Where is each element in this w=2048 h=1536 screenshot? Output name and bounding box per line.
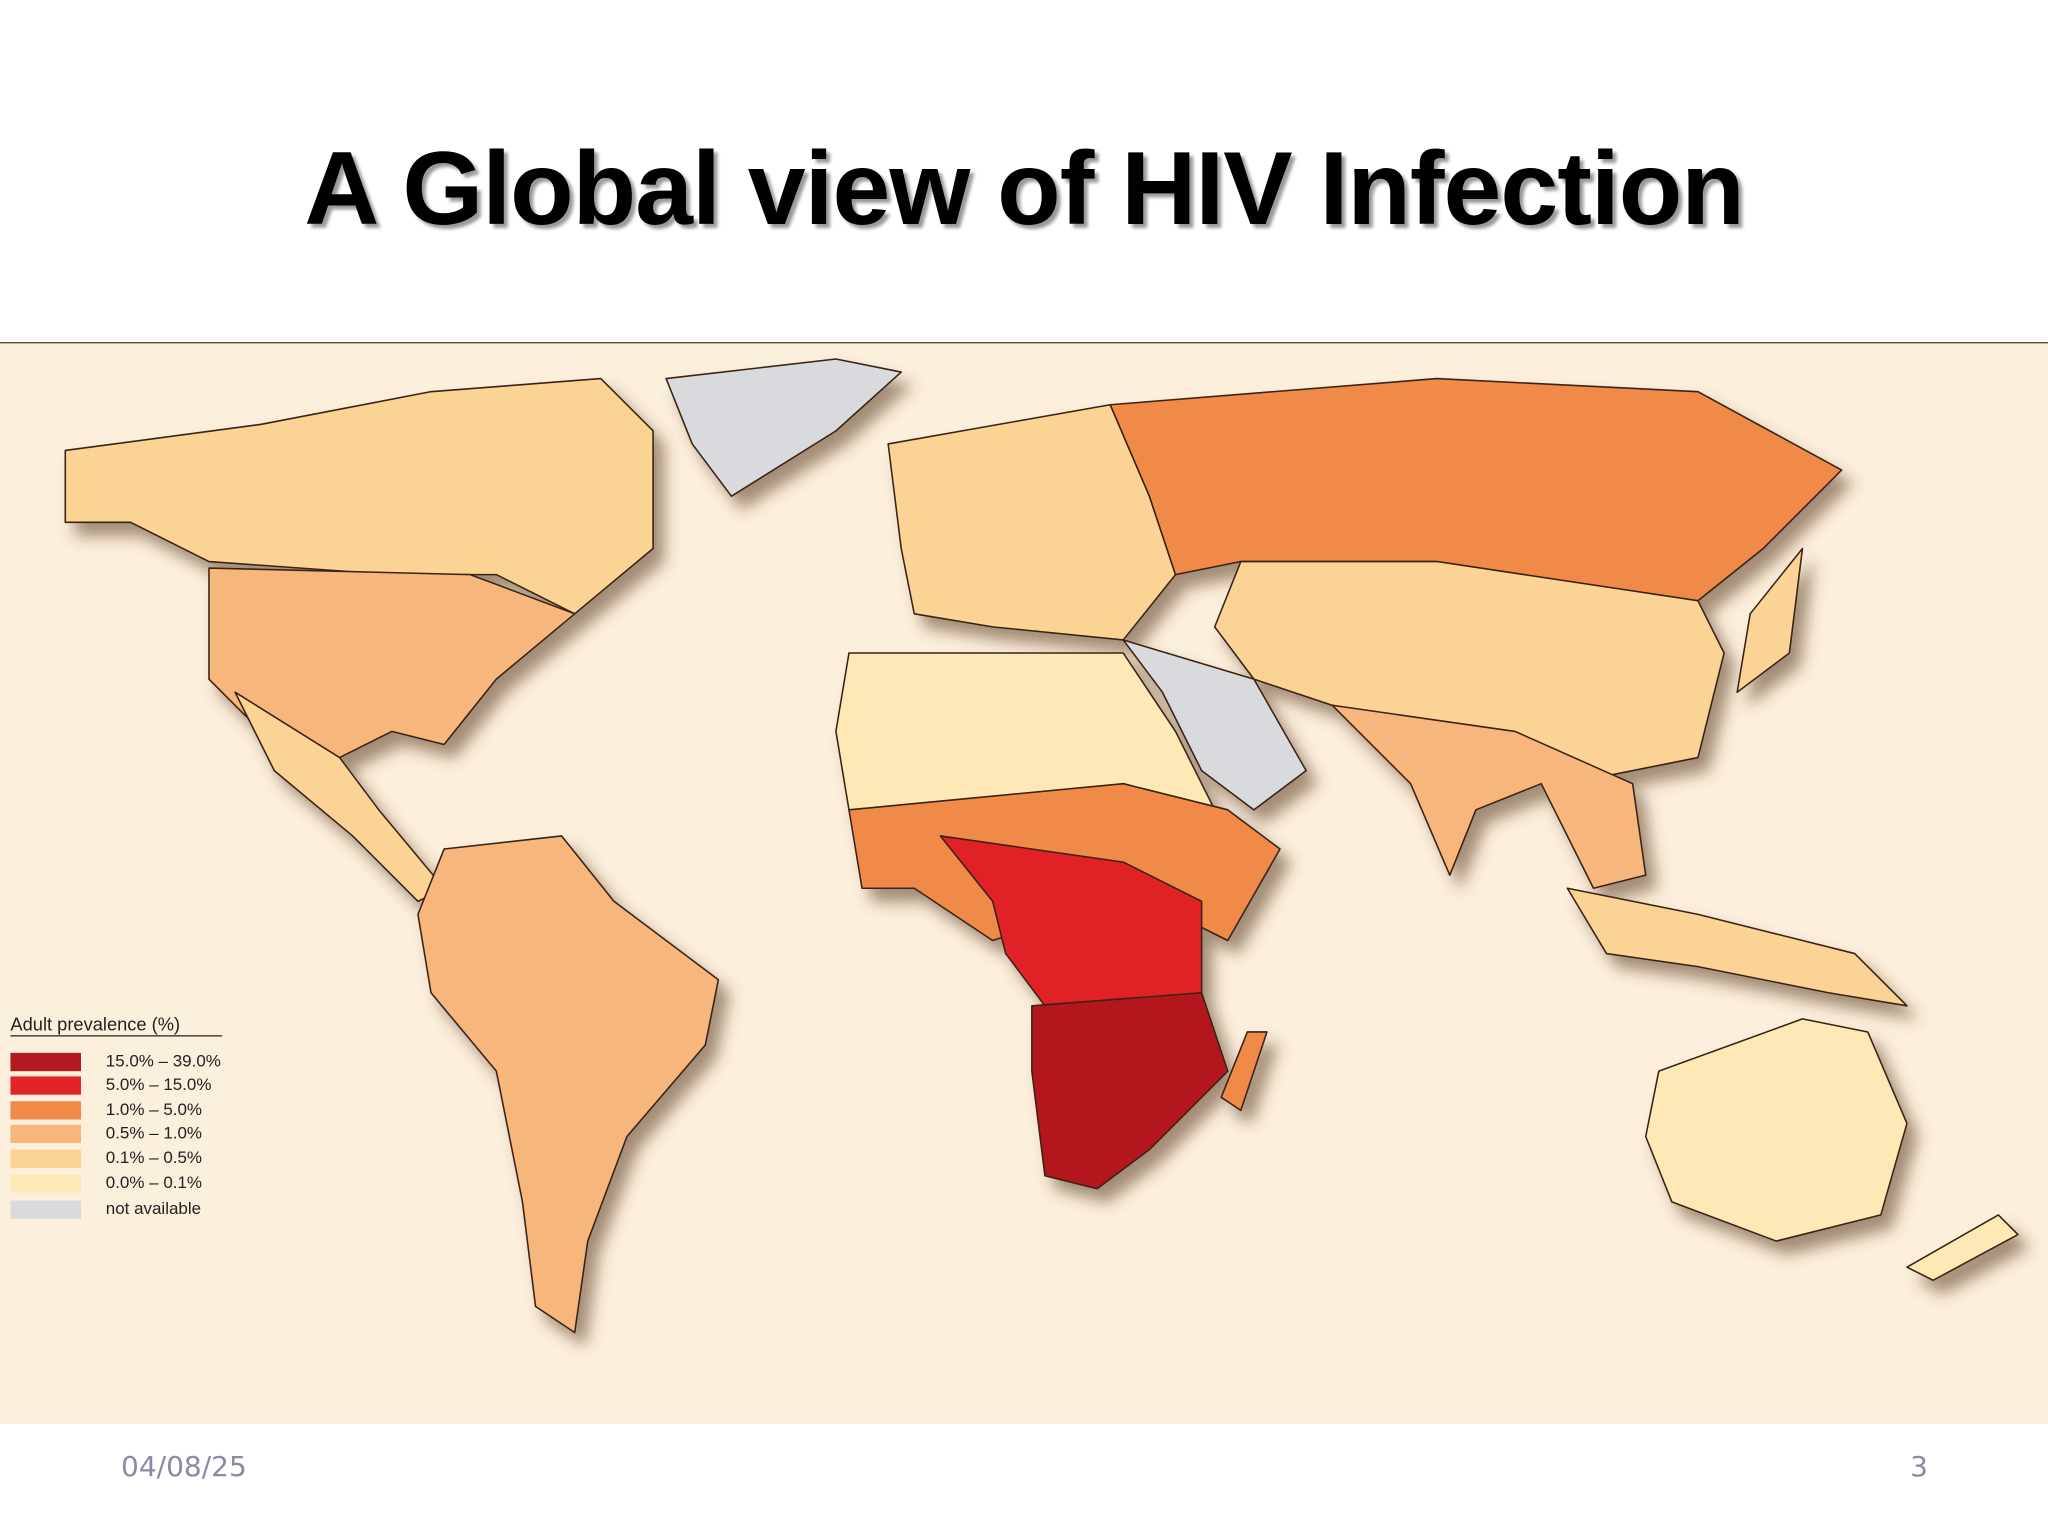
- legend: Adult prevalence (%) 15.0% – 39.0% 5.0% –…: [10, 1013, 223, 1219]
- japan: [1736, 547, 1804, 693]
- middle-east: [1122, 639, 1307, 811]
- indonesia: [1566, 887, 1908, 1007]
- legend-label: 0.5% – 1.0%: [106, 1123, 202, 1142]
- legend-label: 0.0% – 0.1%: [106, 1173, 202, 1192]
- legend-label: 0.1% – 0.5%: [106, 1148, 202, 1167]
- australia: [1644, 1018, 1908, 1242]
- south-america: [417, 835, 720, 1334]
- legend-label: 5.0% – 15.0%: [106, 1075, 212, 1094]
- page-number: 3: [1910, 1450, 1928, 1483]
- legend-swatch: [10, 1101, 81, 1120]
- legend-swatch: [10, 1124, 81, 1144]
- slide-title: A Global view of HIV Infection: [304, 131, 1745, 247]
- legend-label: not available: [106, 1199, 201, 1218]
- south-asia: [1331, 704, 1647, 890]
- legend-swatch: [10, 1149, 81, 1168]
- usa: [208, 567, 576, 759]
- new-zealand: [1906, 1214, 2019, 1282]
- legend-swatch: [10, 1076, 81, 1095]
- countries: [64, 358, 2019, 1334]
- legend-title: Adult prevalence (%): [10, 1013, 180, 1034]
- slide-date: 04/08/25: [121, 1450, 247, 1483]
- southern-africa: [1031, 991, 1229, 1190]
- legend-swatch: [10, 1174, 81, 1193]
- greenland: [665, 358, 903, 497]
- legend-label: 1.0% – 5.0%: [106, 1100, 202, 1119]
- world-map: Adult prevalence (%) 15.0% – 39.0% 5.0% –…: [0, 342, 2048, 1424]
- madagascar: [1220, 1031, 1268, 1112]
- legend-swatch: [10, 1200, 81, 1219]
- legend-swatch: [10, 1052, 81, 1072]
- legend-label: 15.0% – 39.0%: [106, 1052, 221, 1071]
